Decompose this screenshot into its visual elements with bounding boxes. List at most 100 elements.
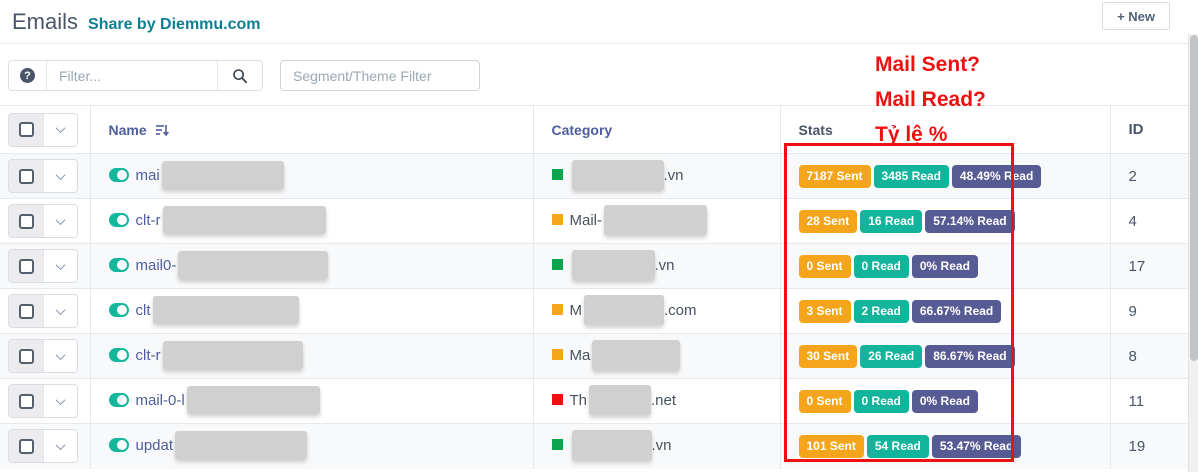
- sent-count-badge: 0 Sent: [798, 389, 851, 413]
- row-dropdown-caret[interactable]: [43, 205, 77, 237]
- table-row: updat .vn 101 Sent 54 Read 53.47% Read 19: [0, 423, 1188, 469]
- email-name-link[interactable]: mai: [135, 167, 160, 184]
- row-dropdown-caret[interactable]: [43, 385, 77, 417]
- select-all-checkbox[interactable]: [9, 113, 43, 146]
- sent-count-badge: 101 Sent: [798, 434, 864, 458]
- email-name-link[interactable]: mail0-: [135, 257, 177, 274]
- published-toggle-icon[interactable]: [108, 438, 129, 453]
- published-toggle-icon[interactable]: [108, 303, 129, 317]
- read-count-badge: 2 Read: [853, 299, 909, 323]
- email-name-link[interactable]: mail-0-l: [135, 392, 185, 409]
- row-checkbox[interactable]: [9, 250, 43, 282]
- redacted-name: [175, 431, 308, 460]
- table-row: mail0- .vn 0 Sent 0 Read 0% Read 17: [0, 243, 1188, 289]
- redacted-name: [186, 385, 320, 414]
- redacted-name: [162, 340, 303, 369]
- row-select-group: [8, 159, 78, 193]
- table-row: mail-0-l Th .net 0 Sent 0 Read 0% Read 11: [0, 378, 1188, 424]
- row-checkbox[interactable]: [9, 430, 43, 463]
- row-select-group: [8, 339, 78, 373]
- vertical-scrollbar[interactable]: [1188, 34, 1198, 472]
- row-select-group: [8, 429, 78, 464]
- published-toggle-icon[interactable]: [108, 168, 129, 182]
- category-label: Mail-: [569, 212, 603, 229]
- help-button[interactable]: ?: [9, 61, 46, 90]
- table-row: mai .vn 7187 Sent 3485 Read 48.49% Read 2: [0, 153, 1188, 199]
- category-color-swatch: [551, 169, 563, 180]
- category-suffix: .net: [651, 392, 677, 409]
- category-label: Ma: [569, 347, 591, 364]
- new-button[interactable]: + New: [1102, 2, 1170, 30]
- email-id: 9: [1109, 288, 1188, 334]
- category-color-swatch: [551, 259, 563, 270]
- category-color-swatch: [551, 304, 563, 315]
- column-header-name[interactable]: Name: [89, 105, 533, 154]
- published-toggle-icon[interactable]: [108, 258, 129, 272]
- row-checkbox[interactable]: [9, 385, 43, 417]
- page-header: Emails Share by Diemmu.com + New: [0, 0, 1198, 44]
- search-icon: [233, 68, 248, 83]
- column-header-stats: Stats: [779, 105, 1110, 154]
- email-name-link[interactable]: clt: [135, 302, 151, 319]
- read-percent-badge: 86.67% Read: [925, 344, 1015, 368]
- table-row: clt-r Ma 30 Sent 26 Read 86.67% Read 8: [0, 333, 1188, 379]
- row-dropdown-caret[interactable]: [43, 340, 77, 372]
- sent-count-badge: 7187 Sent: [798, 164, 871, 188]
- read-count-badge: 16 Read: [860, 209, 923, 233]
- category-color-swatch: [551, 214, 563, 225]
- email-name-link[interactable]: clt-r: [135, 212, 161, 229]
- read-count-badge: 3485 Read: [873, 164, 949, 188]
- sent-count-badge: 28 Sent: [798, 209, 858, 233]
- category-suffix: .vn: [651, 437, 672, 455]
- page-subtitle: Share by Diemmu.com: [88, 16, 261, 33]
- name-header-label: Name: [108, 121, 147, 138]
- redacted-category: [604, 204, 707, 235]
- segment-theme-filter-input[interactable]: [280, 60, 480, 91]
- filter-group: ?: [8, 60, 263, 91]
- email-id: 8: [1109, 333, 1188, 379]
- redacted-category: [592, 339, 681, 370]
- table-row: clt M .com 3 Sent 2 Read 66.67% Read 9: [0, 288, 1188, 334]
- redacted-category: [584, 294, 664, 325]
- page-title: Emails: [12, 9, 79, 34]
- row-checkbox[interactable]: [9, 295, 43, 327]
- row-checkbox[interactable]: [9, 340, 43, 372]
- row-dropdown-caret[interactable]: [43, 160, 77, 192]
- scrollbar-thumb[interactable]: [1190, 35, 1198, 361]
- row-checkbox[interactable]: [9, 160, 43, 192]
- redacted-name: [161, 160, 284, 189]
- published-toggle-icon[interactable]: [108, 348, 129, 362]
- published-toggle-icon[interactable]: [108, 213, 129, 227]
- emails-table: Name Category Stats ID mai .vn: [0, 105, 1188, 469]
- redacted-category: [571, 249, 655, 280]
- column-header-category[interactable]: Category: [532, 105, 780, 154]
- question-icon: ?: [20, 68, 35, 83]
- category-color-swatch: [551, 439, 563, 451]
- row-dropdown-caret[interactable]: [43, 430, 77, 463]
- category-suffix: .com: [664, 302, 697, 319]
- redacted-category: [571, 159, 664, 190]
- email-id: 4: [1109, 198, 1188, 244]
- email-id: 19: [1109, 423, 1188, 469]
- email-name-link[interactable]: clt-r: [135, 347, 161, 364]
- published-toggle-icon[interactable]: [108, 393, 129, 407]
- filter-input[interactable]: [46, 61, 218, 90]
- category-color-swatch: [551, 349, 563, 360]
- email-id: 11: [1109, 378, 1188, 424]
- select-all-group: [8, 112, 78, 147]
- row-dropdown-caret[interactable]: [43, 295, 77, 327]
- redacted-name: [152, 295, 299, 324]
- select-all-caret[interactable]: [43, 113, 77, 146]
- row-select-group: [8, 204, 78, 238]
- column-header-id[interactable]: ID: [1109, 105, 1188, 154]
- email-id: 17: [1109, 243, 1188, 289]
- read-count-badge: 26 Read: [860, 344, 923, 368]
- email-name-link[interactable]: updat: [135, 437, 174, 455]
- sort-descending-icon: [155, 124, 169, 136]
- search-button[interactable]: [218, 61, 262, 90]
- sent-count-badge: 3 Sent: [798, 299, 851, 323]
- row-dropdown-caret[interactable]: [43, 250, 77, 282]
- row-checkbox[interactable]: [9, 205, 43, 237]
- read-count-badge: 0 Read: [853, 254, 909, 278]
